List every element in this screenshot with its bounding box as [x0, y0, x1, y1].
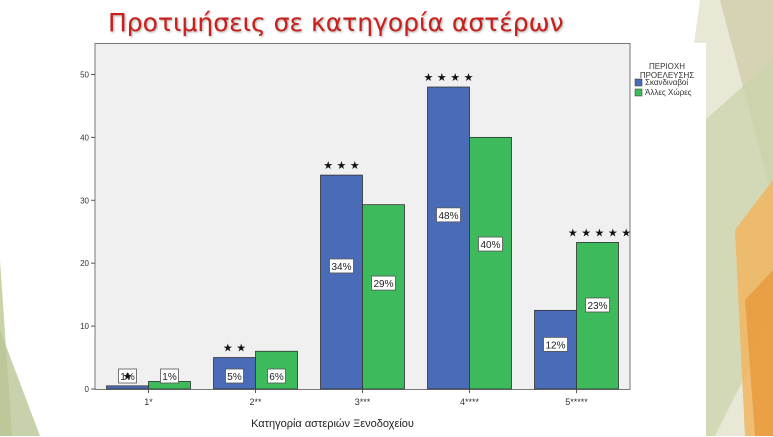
- legend-swatch: [634, 88, 643, 97]
- star-rating-mark: ★ ★: [223, 342, 246, 355]
- chart-frame: 0 10 20 30 40 50 1% 1% ★ 5% 6% ★ ★ 34% 29% ★ ★ ★ 48% 40…: [55, 43, 706, 437]
- bar-scandinavians: [106, 385, 149, 390]
- data-label: 1%: [120, 372, 135, 383]
- y-tick-label: 50: [80, 70, 89, 79]
- data-label: 48%: [438, 211, 458, 222]
- data-label-box: [160, 368, 179, 384]
- data-label-box: [436, 207, 461, 223]
- y-tick-label: 40: [80, 133, 89, 142]
- data-label: 29%: [373, 279, 393, 290]
- y-axis: 0 10 20 30 40 50: [80, 70, 95, 394]
- slide-title: Προτιμήσεις σε κατηγορία αστέρων: [108, 8, 564, 37]
- y-tick-label: 20: [80, 259, 89, 268]
- y-tick-label: 30: [80, 196, 89, 205]
- data-label: 1%: [162, 372, 177, 383]
- data-label-box: [267, 368, 286, 384]
- legend-swatch: [634, 78, 643, 87]
- data-label: 5%: [227, 372, 242, 383]
- bar-scandinavians: [320, 174, 363, 390]
- data-label-box: [118, 368, 137, 384]
- bar-other-countries: [469, 136, 512, 390]
- data-label-box: [478, 236, 503, 252]
- bar-scandinavians: [427, 86, 470, 390]
- x-tick-label: 1*: [144, 397, 153, 407]
- x-tick-label: 3***: [355, 397, 371, 407]
- data-label: 23%: [587, 301, 607, 312]
- data-label: 40%: [480, 240, 500, 251]
- star-rating-mark: ★ ★ ★ ★: [424, 71, 474, 84]
- y-tick-label: 0: [85, 385, 90, 394]
- legend-title: ΠΡΟΕΛΕΥΣΗΣ: [640, 71, 694, 80]
- y-tick-label: 10: [80, 322, 89, 331]
- bar-other-countries: [576, 242, 619, 390]
- bar-other-countries: [362, 204, 405, 390]
- data-label-box: [225, 368, 244, 384]
- legend-entry: Άλλες Χώρες: [645, 88, 692, 97]
- data-label-box: [585, 297, 610, 313]
- legend-entry: Σκανδιναβοί: [645, 78, 688, 87]
- data-label-box: [329, 258, 354, 274]
- x-tick-label: 4****: [460, 397, 480, 407]
- bar-series: 1% 1%★ 5% 6%★ ★34%29%★ ★ ★48%40%★ ★ ★ ★12%2…: [106, 71, 631, 390]
- data-label: 6%: [269, 372, 284, 383]
- x-axis-label: Κατηγορία αστεριών Ξενοδοχείου: [251, 418, 414, 430]
- legend-title: ΠΕΡΙΟΧΗ: [649, 62, 685, 71]
- star-rating-mark: ★: [123, 370, 133, 383]
- data-label: 12%: [545, 340, 565, 351]
- x-axis: 1* 2** 3*** 4**** 5*****: [144, 389, 588, 407]
- data-label-box: [543, 336, 568, 352]
- data-label: 34%: [331, 262, 351, 273]
- x-tick-label: 5*****: [565, 397, 588, 407]
- star-rating-mark: ★ ★ ★ ★ ★: [568, 226, 631, 239]
- x-tick-label: 2**: [249, 397, 262, 407]
- data-label-box: [371, 275, 396, 291]
- star-rating-mark: ★ ★ ★: [323, 159, 360, 172]
